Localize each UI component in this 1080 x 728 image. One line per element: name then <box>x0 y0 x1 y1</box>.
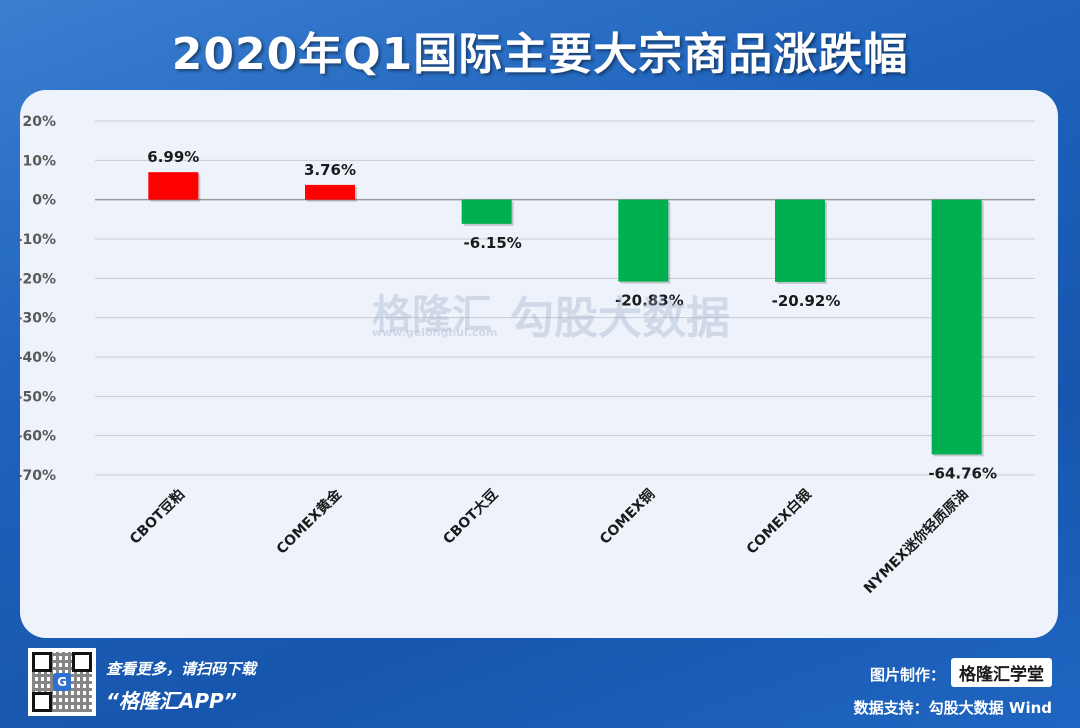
data-label: -20.92% <box>772 292 841 310</box>
qr-caption: 查看更多，请扫码下载 <box>106 660 257 678</box>
y-tick-label: -60% <box>20 429 56 445</box>
x-tick-label: COMEX铜 <box>596 486 658 548</box>
watermark-source: 勾股大数据 <box>510 293 730 344</box>
y-tick-label: 0% <box>32 193 56 209</box>
y-tick-label: -30% <box>20 311 56 327</box>
data-label: 3.76% <box>304 161 356 179</box>
x-tick-label: CBOT大豆 <box>440 486 502 548</box>
bar <box>461 199 512 224</box>
bar <box>148 172 199 200</box>
y-tick-label: -70% <box>20 468 56 484</box>
watermark-url: www.gelonghui.com <box>372 326 498 339</box>
credit-logo: 格隆汇学堂 <box>951 658 1052 687</box>
data-support: 数据支持：勾股大数据 Wind <box>853 699 1052 717</box>
bar <box>618 199 669 282</box>
x-axis-labels: CBOT豆粕 COMEX黄金 CBOT大豆 COMEX铜 COMEX白银 NYMEX迷你轻… <box>126 485 971 597</box>
watermark-brand: 格隆汇 <box>372 292 492 338</box>
page-title: 2020年Q1国际主要大宗商品涨跌幅 <box>171 29 909 80</box>
data-labels: 6.99% 3.76% -6.15% -20.83% -20.92% -64.76% <box>147 148 997 482</box>
x-tick-label: CBOT豆粕 <box>126 486 188 548</box>
bar <box>931 199 982 455</box>
data-label: -6.15% <box>464 234 522 252</box>
bar <box>305 184 355 200</box>
credits: 图片制作： 格隆汇学堂 数据支持：勾股大数据 Wind <box>854 658 1052 718</box>
data-label: -20.83% <box>615 292 684 310</box>
gridlines <box>95 120 1035 476</box>
x-tick-label: COMEX黄金 <box>273 485 345 557</box>
y-tick-label: -20% <box>20 271 56 287</box>
y-tick-label: 20% <box>22 114 56 130</box>
bar-chart: 20% 10% 0% -10% -20% -30% -40% -50% -60% -70% 6.9… <box>20 114 1035 597</box>
app-logo-icon: G <box>53 673 71 691</box>
y-tick-label: -40% <box>20 350 56 366</box>
qr-code[interactable]: G <box>28 648 96 716</box>
y-tick-label: -50% <box>20 389 56 405</box>
y-axis-ticks: 20% 10% 0% -10% -20% -30% -40% -50% -60% -70% <box>20 114 56 484</box>
credit-label: 图片制作： <box>869 666 945 684</box>
app-name: “格隆汇APP” <box>106 689 237 713</box>
y-tick-label: 10% <box>22 153 56 169</box>
chart-panel: 20% 10% 0% -10% -20% -30% -40% -50% -60% -70% 6.9… <box>20 90 1058 638</box>
bar <box>775 199 825 282</box>
x-tick-label: COMEX白银 <box>743 485 815 557</box>
bars <box>148 172 984 457</box>
download-prompt: 查看更多，请扫码下载 “格隆汇APP” <box>106 658 256 714</box>
y-tick-label: -10% <box>20 232 56 248</box>
data-label: -64.76% <box>928 464 997 482</box>
x-tick-label: NYMEX迷你轻质原油 <box>860 486 971 597</box>
data-label: 6.99% <box>147 148 199 166</box>
